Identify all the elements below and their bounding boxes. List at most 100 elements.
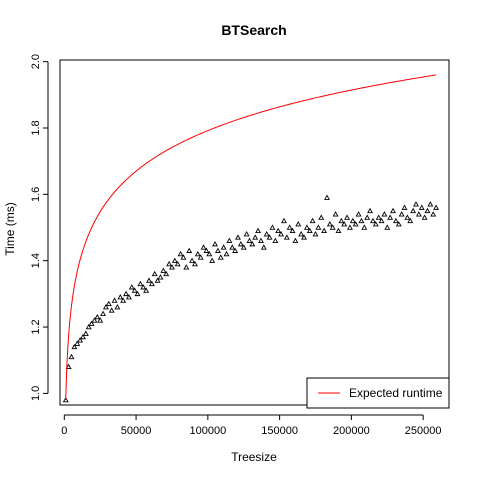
data-point <box>395 221 402 227</box>
data-point <box>232 247 239 253</box>
x-axis-label: Treesize <box>231 450 277 464</box>
data-point <box>117 294 124 300</box>
data-point <box>433 204 440 210</box>
data-point <box>151 270 158 277</box>
data-point <box>387 214 394 220</box>
data-point <box>102 304 109 310</box>
data-point <box>407 217 414 224</box>
data-point <box>275 227 282 234</box>
data-point <box>85 323 92 330</box>
plot-marks <box>62 74 440 403</box>
data-point <box>292 237 299 244</box>
data-point <box>240 244 247 250</box>
data-point <box>229 244 236 250</box>
data-point <box>223 250 230 257</box>
data-point <box>134 290 141 297</box>
data-point <box>361 224 368 230</box>
y-tick-label: 1.0 <box>30 386 42 401</box>
data-point <box>384 224 391 230</box>
data-point <box>88 320 95 326</box>
data-point <box>378 217 385 224</box>
data-point <box>235 234 241 240</box>
data-point <box>183 264 190 270</box>
data-point <box>427 201 434 207</box>
data-point <box>280 217 287 224</box>
chart-title: BTSearch <box>221 22 286 38</box>
data-point <box>163 270 170 277</box>
data-point <box>421 214 428 220</box>
data-point <box>269 224 276 230</box>
data-point <box>203 247 210 253</box>
data-point <box>97 317 104 323</box>
data-point <box>246 237 253 244</box>
data-point <box>168 264 175 270</box>
data-point <box>214 247 221 253</box>
data-point <box>349 217 356 224</box>
data-point <box>375 214 382 220</box>
data-point <box>298 231 305 237</box>
data-point <box>237 240 244 247</box>
data-point <box>77 337 84 343</box>
data-point <box>194 250 201 257</box>
x-tick-label: 0 <box>61 425 67 437</box>
data-point <box>329 224 336 230</box>
y-tick-label: 1.4 <box>30 253 42 268</box>
data-point <box>410 207 417 214</box>
data-point <box>226 237 233 244</box>
data-point <box>404 214 411 220</box>
data-point <box>424 207 431 214</box>
data-point <box>255 227 262 234</box>
x-tick-label: 100000 <box>189 425 226 437</box>
data-point <box>71 343 78 350</box>
data-point <box>157 274 164 280</box>
data-point <box>346 224 353 230</box>
data-point <box>252 234 259 240</box>
x-tick-label: 50000 <box>121 425 152 437</box>
data-point <box>278 231 285 237</box>
data-point <box>369 217 376 224</box>
data-point <box>123 290 129 297</box>
data-point <box>341 221 348 227</box>
data-point <box>114 304 121 310</box>
data-point <box>430 211 437 217</box>
data-point <box>401 204 408 210</box>
data-point <box>321 227 328 234</box>
data-point <box>154 277 161 283</box>
data-point <box>249 240 256 247</box>
data-point <box>338 217 345 224</box>
data-point <box>358 217 365 224</box>
x-tick-label: 200000 <box>333 425 370 437</box>
data-point <box>243 231 250 237</box>
data-point <box>120 297 127 303</box>
data-point <box>174 260 181 267</box>
y-axis: 1.0 1.2 1.4 1.6 1.8 2.0 <box>30 54 49 401</box>
data-point <box>189 257 196 263</box>
expected-runtime-line <box>65 74 437 401</box>
data-point <box>312 231 319 237</box>
data-point <box>418 204 425 210</box>
data-point <box>257 237 264 244</box>
data-point <box>68 353 75 360</box>
data-point <box>315 224 322 230</box>
data-point <box>137 280 144 287</box>
x-axis: 0 50000 100000 150000 200000 250000 <box>61 414 442 437</box>
data-point <box>100 310 107 316</box>
data-point <box>140 284 147 290</box>
data-point <box>352 221 359 227</box>
data-point <box>209 257 216 263</box>
legend-label-expected-runtime: Expected runtime <box>349 386 443 400</box>
data-point <box>111 297 118 303</box>
data-point <box>367 207 374 214</box>
data-point <box>91 317 98 323</box>
data-point <box>191 260 198 267</box>
data-point <box>332 211 339 217</box>
data-point <box>206 250 213 257</box>
data-point <box>125 294 132 300</box>
data-point <box>303 224 310 230</box>
y-axis-label: Time (ms) <box>3 202 17 256</box>
data-point <box>186 247 193 253</box>
data-point <box>286 224 293 230</box>
data-point <box>160 267 167 273</box>
data-point <box>260 244 267 250</box>
data-point <box>335 227 342 234</box>
